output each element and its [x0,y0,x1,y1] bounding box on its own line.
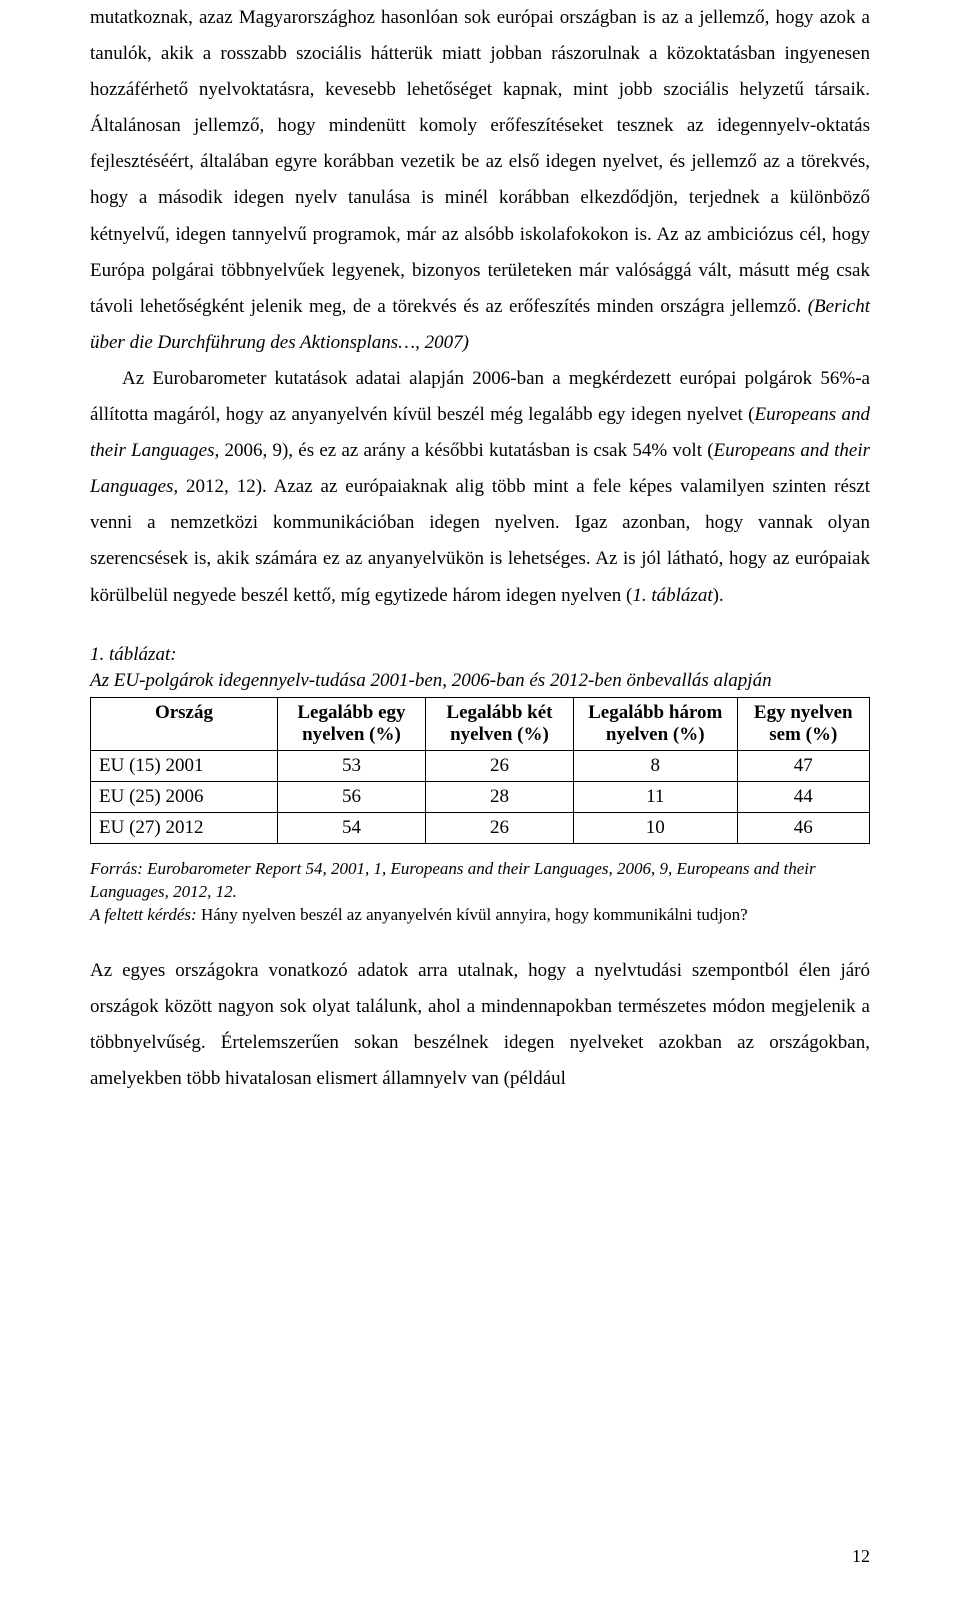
cell-v3: 11 [573,781,737,812]
paragraph-2-ref1-tail: 2006, 9), és ez az arány a későbbi kutat… [225,440,714,461]
question-label: A feltett kérdés: [90,905,197,924]
table-caption: 1. táblázat: Az EU-polgárok idegennyelv-… [90,642,870,695]
c2a: Legalább két [446,702,552,723]
after-table-paragraph: Az egyes országokra vonatkozó adatok arr… [90,953,870,1097]
paragraph-2: Az Eurobarometer kutatások adatai alapjá… [90,361,870,614]
cell-v4: 44 [737,781,869,812]
cell-v4: 46 [737,812,869,843]
cell-v2: 28 [425,781,573,812]
col-header-country: Ország [91,697,278,750]
table-row: EU (15) 2001 53 26 8 47 [91,750,870,781]
paragraph-1: mutatkoznak, azaz Magyarországhoz hasonl… [90,7,870,317]
c1b: nyelven (%) [302,724,401,745]
cell-v2: 26 [425,750,573,781]
col-header-none: Egy nyelven sem (%) [737,697,869,750]
paragraph-2-table-ref: 1. táblázat [632,585,712,606]
c3a: Legalább három [588,702,722,723]
c2b: nyelven (%) [450,724,549,745]
table-footnotes: Forrás: Eurobarometer Report 54, 2001, 1… [90,858,870,927]
source-label: Forrás [90,859,137,878]
cell-country: EU (27) 2012 [91,812,278,843]
col-header-at-least-three: Legalább három nyelven (%) [573,697,737,750]
paragraph-2-part-a: Az Eurobarometer kutatások adatai alapjá… [90,368,870,425]
c4a: Egy nyelven [754,702,853,723]
cell-v4: 47 [737,750,869,781]
table-caption-label: 1. táblázat: [90,642,870,669]
paragraph-2-tail: ). [713,585,724,606]
table-row: EU (27) 2012 54 26 10 46 [91,812,870,843]
col-header-at-least-one: Legalább egy nyelven (%) [277,697,425,750]
cell-v1: 53 [277,750,425,781]
col-header-country-text: Ország [155,702,213,723]
page-number: 12 [852,1546,870,1567]
cell-v1: 56 [277,781,425,812]
body-text-block: mutatkoznak, azaz Magyarországhoz hasonl… [90,0,870,614]
cell-v1: 54 [277,812,425,843]
cell-v2: 26 [425,812,573,843]
source-text: : Eurobarometer Report 54, 2001, 1, Euro… [90,859,816,901]
cell-v3: 8 [573,750,737,781]
after-table-text: Az egyes országokra vonatkozó adatok arr… [90,960,870,1089]
col-header-at-least-two: Legalább két nyelven (%) [425,697,573,750]
cell-country: EU (15) 2001 [91,750,278,781]
table-header-row: Ország Legalább egy nyelven (%) Legalább… [91,697,870,750]
table-caption-text: Az EU-polgárok idegennyelv-tudása 2001-b… [90,670,772,691]
cell-country: EU (25) 2006 [91,781,278,812]
table-question: A feltett kérdés: Hány nyelven beszél az… [90,904,870,927]
c3b: nyelven (%) [606,724,705,745]
c4b: sem (%) [769,724,837,745]
table-row: EU (25) 2006 56 28 11 44 [91,781,870,812]
question-text: Hány nyelven beszél az anyanyelvén kívül… [197,905,748,924]
c1a: Legalább egy [297,702,405,723]
cell-v3: 10 [573,812,737,843]
paragraph-2-ref2-tail: 2012, 12). Azaz az európaiaknak alig töb… [90,476,870,605]
page: mutatkoznak, azaz Magyarországhoz hasonl… [0,0,960,1597]
language-table: Ország Legalább egy nyelven (%) Legalább… [90,697,870,844]
table-source: Forrás: Eurobarometer Report 54, 2001, 1… [90,858,870,904]
